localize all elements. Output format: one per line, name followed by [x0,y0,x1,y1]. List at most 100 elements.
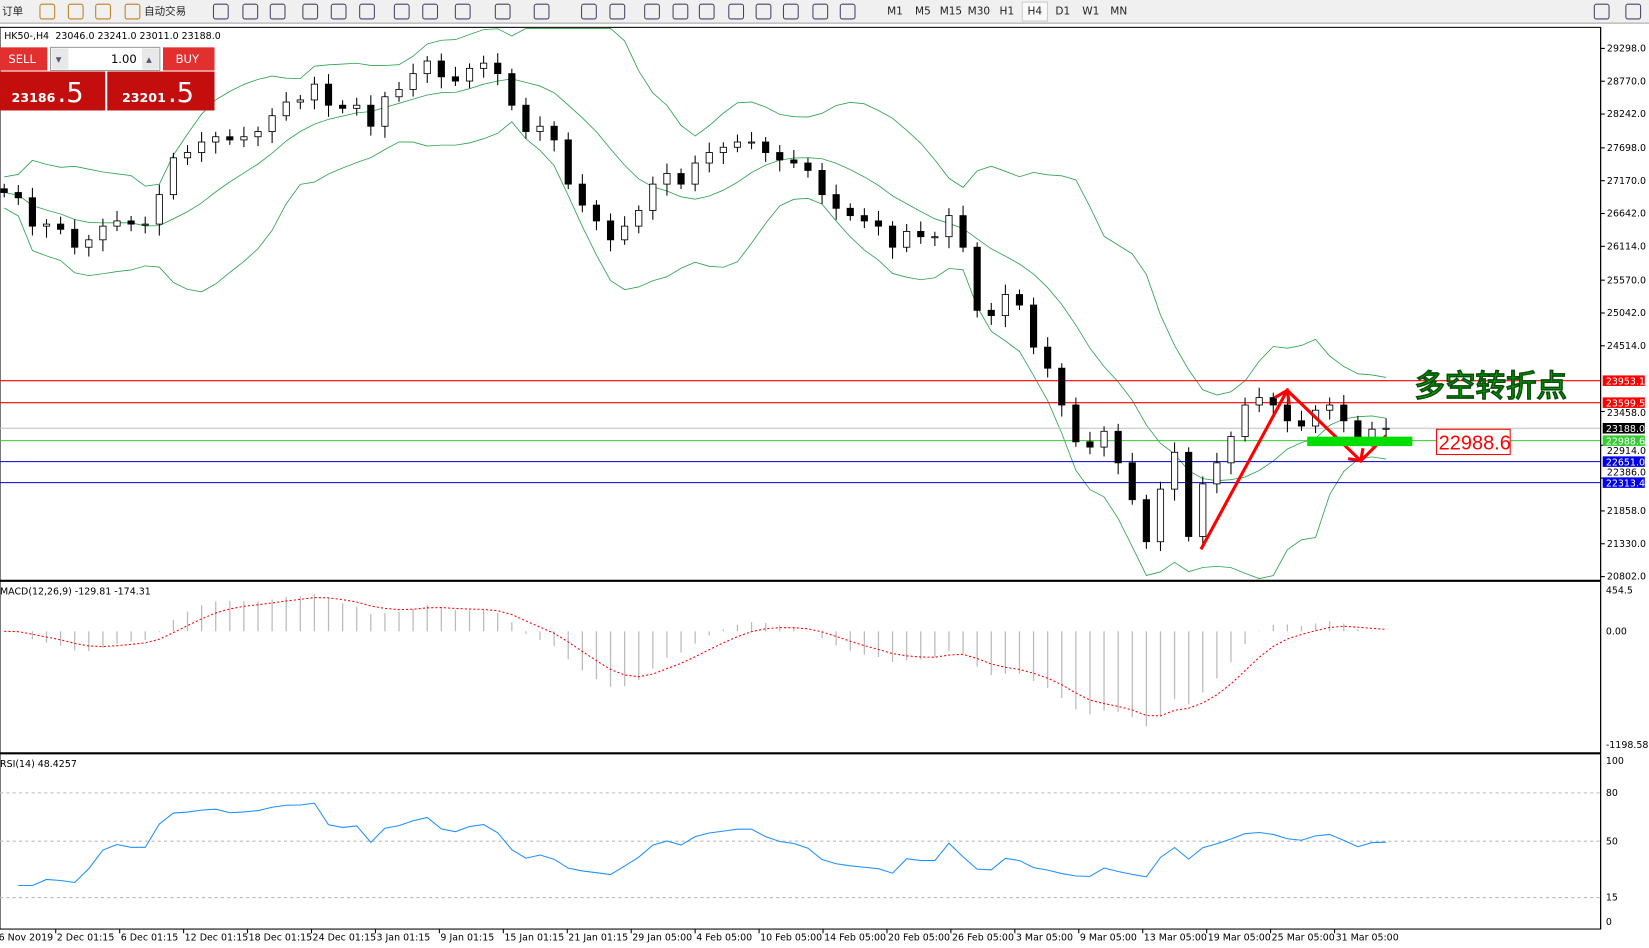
price-tick-label: 20802.0 [1607,572,1646,583]
timeframe-mn[interactable]: MN [1110,6,1127,18]
candlestick-icon[interactable] [242,3,259,20]
text-icon[interactable] [782,3,799,20]
line-chart-icon[interactable] [269,3,286,20]
text-label-icon[interactable] [812,3,829,20]
time-tick-label: 13 Mar 05:00 [1144,933,1207,944]
sell-price-box[interactable] [0,71,106,111]
candle [1185,451,1193,537]
trendline-icon[interactable] [698,3,715,20]
timeframe-w1[interactable]: W1 [1082,6,1099,18]
buy-button[interactable] [163,47,215,71]
signals-icon[interactable] [95,3,111,20]
time-tick-label: 31 Mar 05:00 [1336,933,1399,944]
buy-price: 23201.5 [122,78,194,109]
candle [437,60,445,78]
timeframe-h4[interactable]: H4 [1028,6,1043,18]
candle [381,96,389,127]
vertical-line-icon[interactable] [644,3,660,20]
candle [113,220,121,227]
timeframe-d1[interactable]: D1 [1055,6,1070,18]
price-tick-label: 28770.0 [1607,76,1646,87]
market-watch-icon[interactable] [67,3,84,20]
gold-icon[interactable] [39,3,56,20]
auto-trading-button[interactable]: 自动交易 [144,5,186,18]
candle [677,173,685,185]
candle [1382,427,1390,430]
volume-input[interactable] [49,46,161,72]
buy-price-box[interactable] [107,71,215,111]
price-line-label: 22988.6 [1606,436,1645,447]
candle [296,99,304,103]
timeframe-m30[interactable]: M30 [968,6,990,18]
rsi-axis-label: 0 [1606,917,1612,928]
price-annotation: 22988.6 [1439,432,1511,454]
axes: 29298.0 28770.0 28242.0 27698.0 27170.0 26642… [0,27,1648,944]
time-tick-label: 9 Mar 05:00 [1080,933,1137,944]
bollinger-middle [4,78,1387,482]
time-tick-label: 4 Feb 05:00 [696,933,752,944]
time-tick-label: 24 Dec 01:15 [313,933,377,944]
bollinger-lower [4,121,1387,580]
price-tick-label: 24514.0 [1607,341,1646,352]
timeframe-m1[interactable]: M1 [887,6,903,18]
volume-decrease[interactable] [51,48,69,70]
candle [451,76,460,82]
candle [1015,294,1024,306]
candle [212,136,220,143]
zoom-out-icon[interactable] [330,3,347,20]
candle [268,115,276,132]
templates-icon[interactable] [533,3,550,20]
rsi-axis-label: 80 [1606,788,1618,799]
time-tick-label: 10 Feb 05:00 [760,933,822,944]
chart-shift-icon[interactable] [422,3,439,20]
auto-trading-icon[interactable] [124,3,141,20]
candle [550,125,558,141]
candle [832,194,840,209]
sell-label: SELL [8,52,36,66]
rsi-panel [0,792,1601,899]
bar-chart-icon[interactable] [212,3,229,20]
chart-area[interactable] [0,26,1602,930]
horizontal-line-icon[interactable] [672,3,689,20]
candle [1199,483,1207,537]
candle [1142,499,1150,543]
new-order-button[interactable]: 订单 [2,6,23,18]
candle [1086,441,1094,448]
candle [917,231,925,238]
candle [888,225,897,248]
crosshair-icon[interactable] [609,3,626,20]
time-tick-label: 25 Mar 05:00 [1272,933,1335,944]
candle [155,194,163,225]
arrows-icon[interactable] [839,3,856,20]
timeframe-h1[interactable]: H1 [1000,6,1015,18]
cursor-icon[interactable] [581,3,597,20]
candle [339,104,347,109]
fibo-expansion-icon[interactable] [755,3,772,20]
candle [1297,420,1306,427]
candle [1001,294,1009,317]
candle [28,197,36,227]
candle [762,141,770,153]
timeframe-m15[interactable]: M15 [940,6,962,18]
tile-windows-icon[interactable] [359,3,375,20]
zoom-in-icon[interactable] [302,3,319,20]
periods-clock-icon[interactable] [494,3,511,20]
candle [818,170,826,196]
candle [282,101,290,117]
search-icon[interactable] [1593,3,1610,20]
candle [1255,397,1263,406]
sell-button[interactable] [0,47,48,71]
chat-icon[interactable] [1625,3,1642,20]
timeframe-m5[interactable]: M5 [915,6,931,18]
volume-increase[interactable] [141,48,159,70]
candle [959,215,967,248]
symbol-label: HK50-,H4 23046.0 23241.0 23011.0 23188.0 [4,31,221,42]
candle [1227,436,1235,464]
auto-scroll-icon[interactable] [393,3,410,20]
indicators-icon[interactable] [454,3,471,20]
fibonacci-icon[interactable] [728,3,745,20]
candle [987,309,995,317]
up-arrow-icon: ▲ [146,55,152,64]
candle [183,152,192,159]
